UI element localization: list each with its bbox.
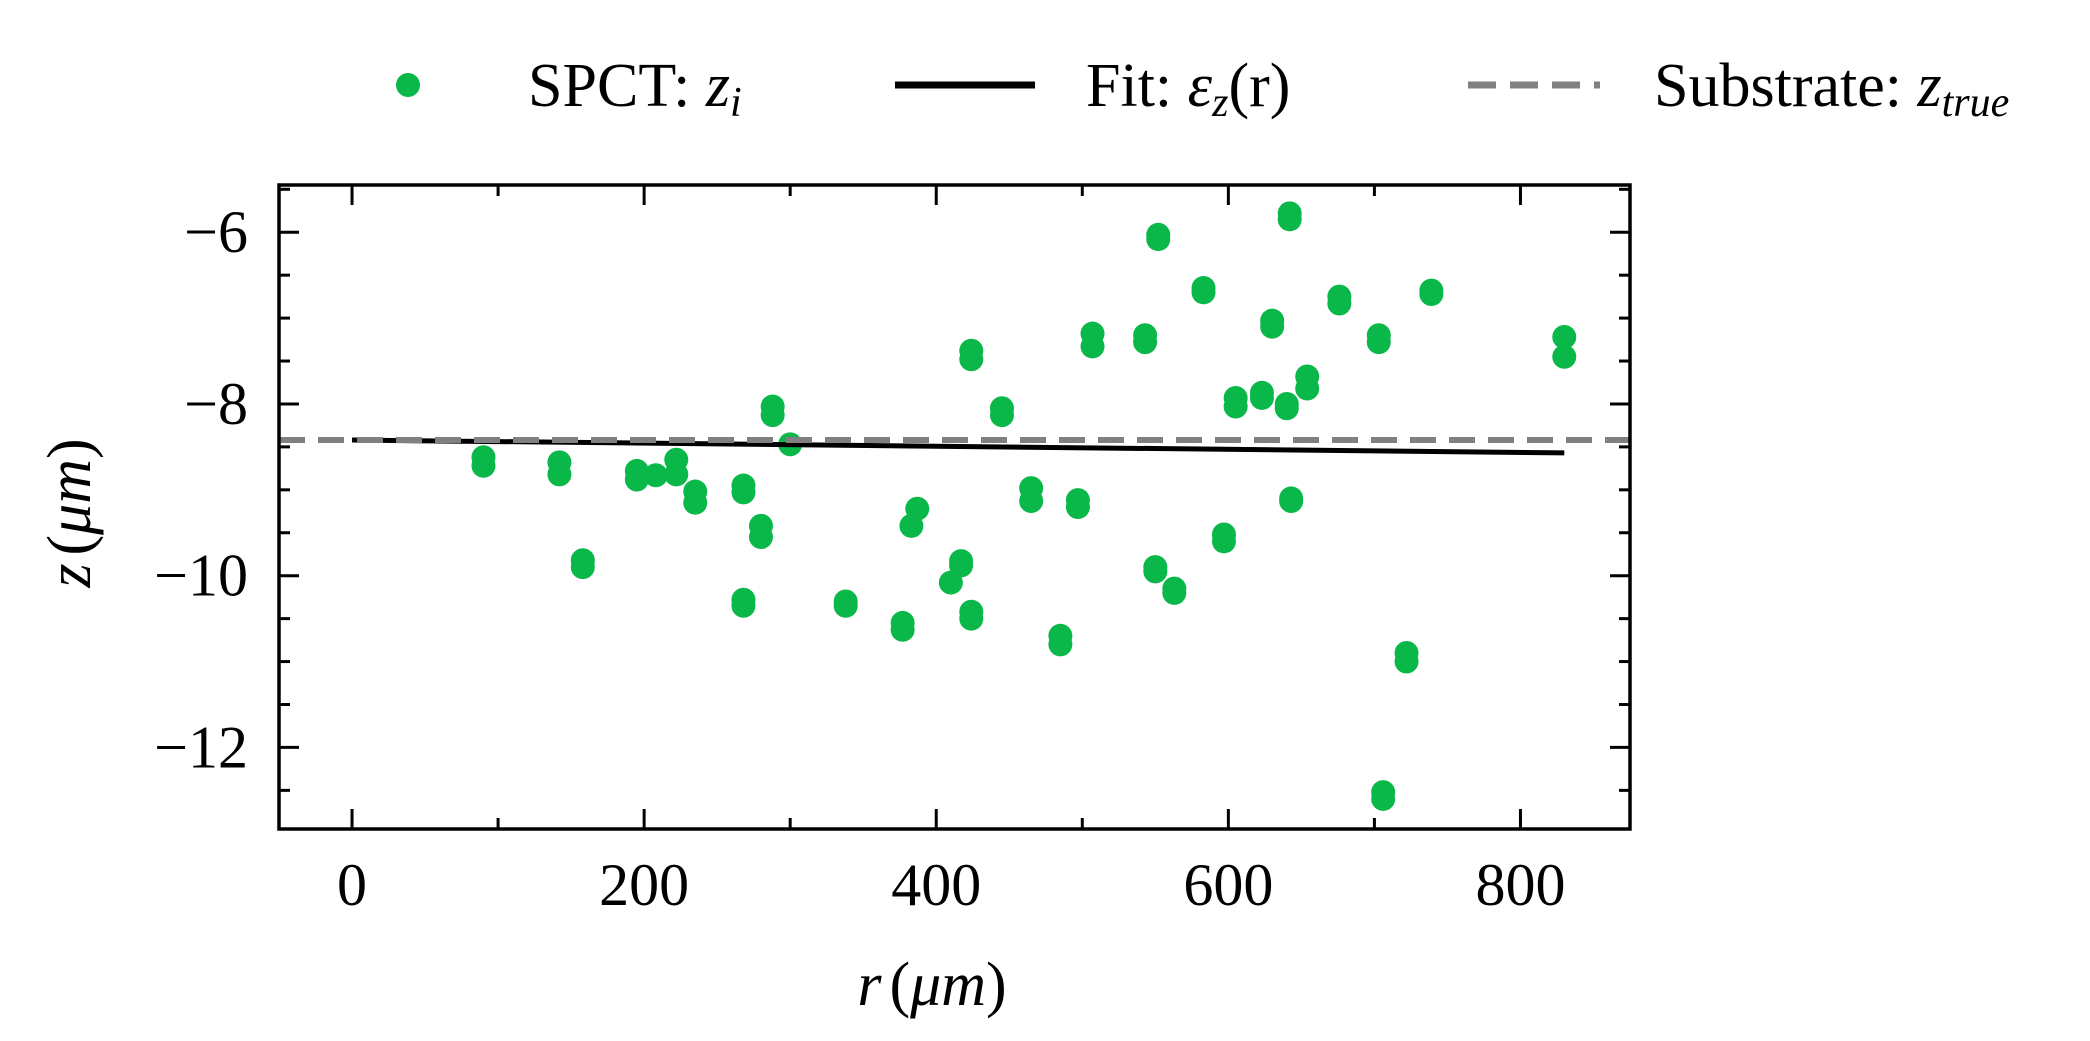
spct-point: [1162, 580, 1187, 605]
plot-series: [279, 201, 1630, 811]
spct-point: [1552, 324, 1577, 349]
spct-point: [1191, 280, 1216, 305]
spct-point: [1394, 649, 1419, 674]
spct-point: [1327, 291, 1352, 316]
spct-point: [1295, 376, 1320, 401]
spct-point: [1048, 632, 1073, 657]
spct-point: [1260, 314, 1285, 339]
y-tick-label: −12: [154, 714, 248, 780]
spct-point: [1080, 334, 1105, 359]
spct-point: [1223, 394, 1248, 419]
spct-point: [959, 606, 984, 631]
spct-point: [1065, 495, 1090, 519]
x-tick-label: 600: [1183, 852, 1273, 918]
legend-label-spct: SPCT: zi: [528, 52, 742, 126]
spct-points: [471, 201, 1577, 811]
x-tick-label: 200: [599, 852, 689, 918]
x-tick-label: 400: [891, 852, 981, 918]
spct-point: [1277, 207, 1302, 232]
spct-point: [890, 617, 915, 642]
axis-ticks: 0 200 400 600 800 −6 −8 −10 −12: [154, 185, 1630, 918]
spct-point: [570, 555, 595, 580]
spct-point: [1419, 282, 1444, 307]
legend: SPCT: zi Fit: εz(r) Substrate: ztrue: [396, 52, 2009, 126]
spct-point: [1211, 529, 1236, 554]
spct-point: [1371, 786, 1396, 811]
x-tick-label: 0: [337, 852, 367, 918]
spct-point: [905, 496, 930, 521]
y-tick-label: −8: [184, 371, 248, 437]
x-tick-label: 800: [1475, 852, 1565, 918]
spct-point: [1146, 227, 1171, 252]
spct-point: [1019, 488, 1044, 513]
spct-point: [1249, 385, 1274, 410]
spct-point: [683, 490, 708, 515]
spct-point: [731, 480, 756, 505]
y-tick-label: −10: [154, 543, 248, 609]
spct-point: [1143, 559, 1168, 584]
spct-point: [624, 467, 649, 492]
spct-point: [1552, 344, 1577, 369]
spct-point: [471, 453, 496, 478]
spct-point: [547, 462, 572, 487]
spct-point: [949, 553, 974, 578]
spct-point: [1366, 330, 1391, 355]
legend-label-fit: Fit: εz(r): [1086, 52, 1290, 126]
spct-point: [760, 403, 785, 428]
spct-point: [833, 593, 858, 618]
y-tick-label: −6: [184, 199, 248, 265]
y-axis-label: z(μm): [36, 438, 104, 588]
spct-point: [959, 347, 984, 372]
x-axis-label: r (μm): [857, 951, 1006, 1019]
spct-point: [989, 403, 1014, 428]
spct-point: [731, 593, 756, 618]
plot-area: [277, 183, 1632, 831]
legend-label-substrate: Substrate: ztrue: [1654, 52, 2009, 126]
spct-point: [1133, 330, 1158, 355]
legend-marker-spct: [396, 73, 420, 97]
spct-point: [1274, 396, 1299, 421]
spct-point: [748, 525, 773, 550]
spct-point: [643, 463, 668, 488]
spct-point: [1279, 488, 1304, 513]
plot-frame: [277, 183, 1632, 831]
spct-point: [664, 462, 689, 487]
